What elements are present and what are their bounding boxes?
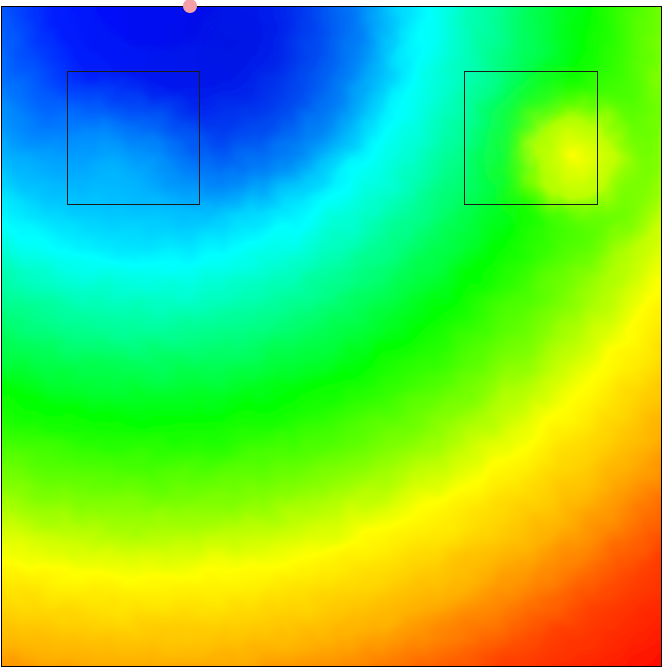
region-a-box[interactable] — [67, 71, 200, 205]
probe-handle[interactable] — [183, 0, 197, 13]
heatmap-canvas[interactable] — [1, 6, 662, 667]
region-b-box[interactable] — [464, 71, 598, 205]
heatmap-image — [2, 7, 661, 666]
